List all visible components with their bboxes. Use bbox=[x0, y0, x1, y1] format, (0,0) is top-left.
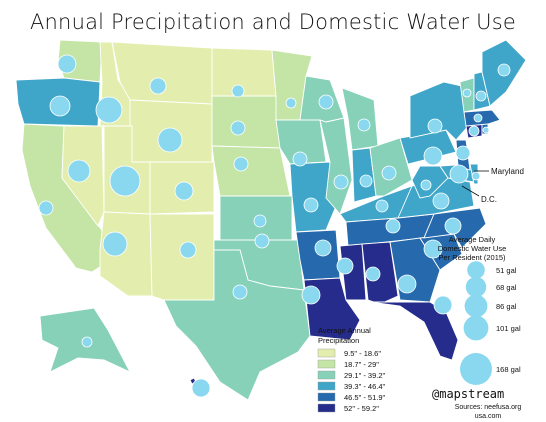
maryland-annotation: Maryland bbox=[474, 167, 524, 176]
maryland-label: Maryland bbox=[491, 167, 524, 176]
water-use-bubble-louisiana bbox=[301, 285, 321, 305]
water-use-bubbles-layer bbox=[38, 54, 511, 398]
water-use-bubble-texas bbox=[232, 284, 248, 300]
state-montana bbox=[111, 41, 213, 105]
water-legend-circle-0 bbox=[467, 261, 485, 279]
water-use-bubble-alaska bbox=[81, 336, 93, 348]
water-use-bubble-new-york bbox=[427, 118, 443, 134]
precip-swatch-1 bbox=[317, 359, 336, 369]
water-legend-circle-1 bbox=[465, 276, 487, 298]
precip-swatch-label-2: 29.1" - 39.2" bbox=[344, 371, 386, 380]
water-use-bubble-michigan bbox=[357, 118, 371, 132]
water-legend-label-4: 168 gal bbox=[496, 365, 521, 374]
water-use-bubble-mississippi bbox=[336, 257, 354, 275]
water-legend-circle-2 bbox=[464, 294, 488, 318]
precip-swatch-3 bbox=[317, 381, 336, 391]
water-use-bubble-minnesota bbox=[285, 97, 297, 109]
state-new-mexico bbox=[149, 213, 215, 301]
water-use-bubble-oklahoma bbox=[254, 233, 270, 249]
water-legend-label-1: 68 gal bbox=[496, 283, 517, 292]
water-use-bubble-nevada bbox=[67, 159, 91, 183]
water-use-bubble-wyoming bbox=[157, 127, 183, 153]
water-use-bubble-new-jersey bbox=[455, 145, 471, 161]
water-use-bubble-new-hampshire bbox=[475, 90, 487, 102]
water-use-bubble-south-dakota bbox=[230, 120, 246, 136]
water-use-bubble-maryland bbox=[449, 164, 469, 184]
water-use-bubble-west-virginia bbox=[420, 179, 432, 191]
dc-leader-line bbox=[461, 185, 480, 197]
water-use-bubble-california bbox=[38, 200, 54, 216]
water-use-bubble-vermont bbox=[462, 88, 472, 98]
credit-sources-line2: usa.com bbox=[475, 413, 502, 420]
water-use-bubble-south-carolina bbox=[423, 239, 443, 259]
precip-swatch-2 bbox=[317, 370, 336, 380]
state-nebraska bbox=[211, 145, 291, 197]
precip-swatch-label-5: 52" - 59.2" bbox=[344, 404, 379, 413]
water-use-bubble-ohio bbox=[381, 165, 397, 181]
water-use-bubble-idaho bbox=[95, 96, 123, 124]
water-use-bubble-florida bbox=[433, 295, 453, 315]
water-use-bubble-new-mexico bbox=[179, 241, 197, 259]
water-legend-circle-3 bbox=[463, 315, 489, 341]
water-use-bubble-tennessee bbox=[385, 218, 401, 234]
state-illinois bbox=[319, 117, 353, 215]
water-use-bubble-arkansas bbox=[314, 239, 332, 257]
water-use-bubble-kentucky bbox=[375, 199, 389, 213]
precip-swatch-0 bbox=[317, 348, 336, 358]
state-arkansas bbox=[295, 229, 341, 281]
precip-swatch-label-1: 18.7" - 29" bbox=[344, 360, 379, 369]
water-use-bubble-utah bbox=[109, 165, 141, 197]
precip-swatch-5 bbox=[317, 403, 336, 413]
water-legend-label-0: 51 gal bbox=[496, 266, 517, 275]
water-use-bubble-delaware bbox=[471, 171, 481, 181]
water-use-bubble-missouri bbox=[303, 197, 319, 213]
credit-block: @mapstream Sources: neefusa.org usa.com bbox=[432, 387, 521, 420]
dc-label: D.C. bbox=[481, 195, 497, 204]
water-use-bubble-massachusetts bbox=[473, 113, 483, 123]
map-title: Annual Precipitation and Domestic Water … bbox=[29, 10, 516, 34]
water-legend-title-line2: Domestic Water Use bbox=[438, 244, 507, 253]
water-legend-label-2: 86 gal bbox=[496, 302, 517, 311]
water-use-bubble-rhode-island bbox=[482, 126, 490, 134]
water-use-bubble-connecticut bbox=[468, 125, 480, 137]
water-use-bubble-wisconsin bbox=[318, 94, 334, 110]
water-use-bubble-hawaii bbox=[191, 378, 211, 398]
water-use-legend: Average Daily Domestic Water Use Per Res… bbox=[438, 235, 521, 385]
water-legend-circle-4 bbox=[460, 353, 492, 385]
precip-legend-title-line1: Average Annual bbox=[318, 326, 371, 335]
water-use-bubble-arizona bbox=[102, 231, 128, 257]
precip-swatch-label-0: 9.5" - 18.6" bbox=[344, 349, 381, 358]
water-use-bubble-indiana bbox=[359, 174, 373, 188]
water-use-bubble-maine bbox=[497, 63, 511, 77]
water-use-bubble-north-carolina bbox=[444, 217, 462, 235]
water-use-bubble-alabama bbox=[365, 266, 381, 282]
dc-annotation: D.C. bbox=[461, 185, 497, 204]
water-use-bubble-pennsylvania bbox=[423, 146, 443, 166]
precip-swatch-label-4: 46.5" - 51.9" bbox=[344, 393, 386, 402]
precip-swatch-4 bbox=[317, 392, 336, 402]
water-use-bubble-colorado bbox=[174, 181, 194, 201]
water-use-bubble-virginia bbox=[432, 192, 450, 210]
precipitation-legend: Average Annual Precipitation 9.5" - 18.6… bbox=[317, 326, 386, 413]
water-use-bubble-montana bbox=[149, 77, 167, 95]
precip-swatch-label-3: 39.3" - 46.4" bbox=[344, 382, 386, 391]
water-use-bubble-nebraska bbox=[233, 156, 249, 172]
precip-legend-title-line2: Precipitation bbox=[318, 336, 359, 345]
state-new-york bbox=[409, 81, 471, 141]
credit-sources-line1: Sources: neefusa.org bbox=[455, 404, 522, 411]
water-use-bubble-georgia bbox=[397, 274, 417, 294]
credit-handle: @mapstream bbox=[432, 387, 504, 401]
water-legend-title-line3: Per Resident (2015) bbox=[438, 253, 506, 262]
water-use-bubble-illinois bbox=[333, 174, 349, 190]
state-south-dakota bbox=[211, 95, 281, 149]
water-use-bubble-iowa bbox=[292, 151, 308, 167]
water-use-bubble-washington bbox=[57, 54, 77, 74]
water-use-bubble-oregon bbox=[49, 95, 71, 117]
water-legend-title-line1: Average Daily bbox=[449, 235, 496, 244]
water-use-bubble-north-dakota bbox=[231, 84, 245, 98]
water-use-bubble-kansas bbox=[253, 214, 267, 228]
state-michigan bbox=[341, 87, 379, 151]
water-legend-label-3: 101 gal bbox=[496, 324, 521, 333]
